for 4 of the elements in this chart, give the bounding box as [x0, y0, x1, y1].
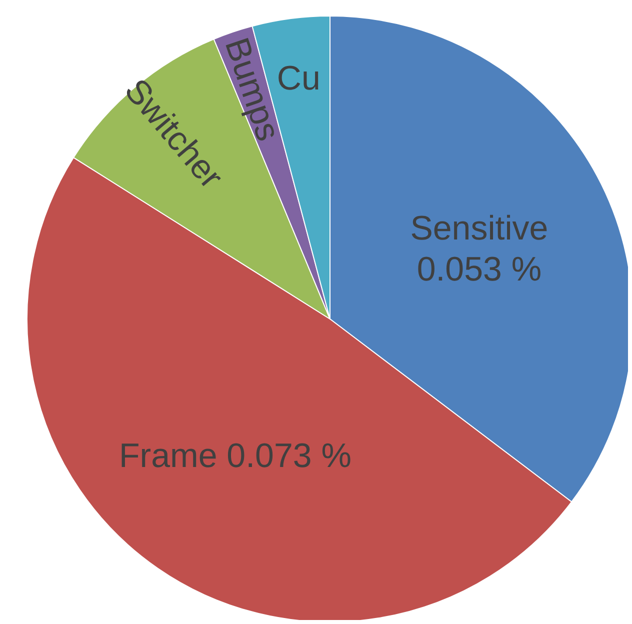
slice-label: Frame 0.073 % [119, 437, 352, 476]
slice-label: Sensitive [410, 210, 548, 248]
data-label: 0.053 % [416, 250, 542, 288]
slice-label: Cu [276, 60, 320, 98]
